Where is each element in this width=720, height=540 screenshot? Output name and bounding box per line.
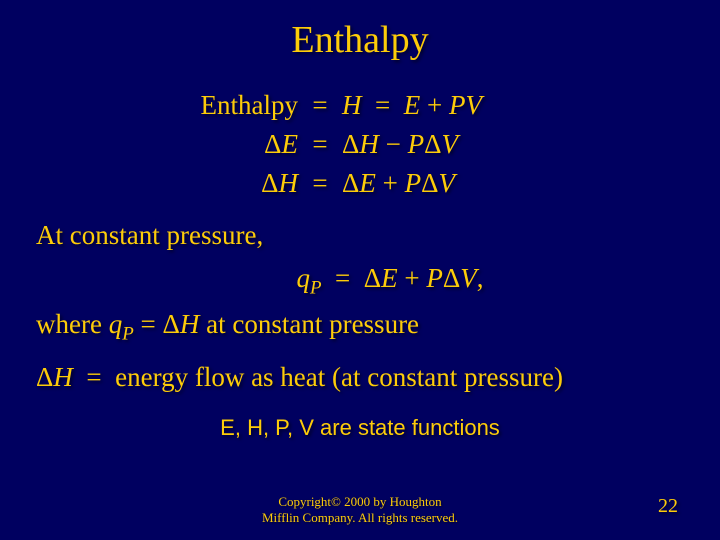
paragraph-delta-h-definition: ΔH = energy flow as heat (at constant pr…	[36, 359, 684, 397]
state-functions-note: E, H, P, V are state functions	[36, 415, 684, 441]
copyright-line-2: Mifflin Company. All rights reserved.	[0, 510, 720, 526]
page-number: 22	[658, 495, 678, 518]
copyright-footer: Copyright© 2000 by Houghton Mifflin Comp…	[0, 494, 720, 527]
slide-title: Enthalpy	[36, 18, 684, 62]
eq2-equals: =	[306, 125, 334, 164]
eq1-right: H = E + PV	[334, 86, 684, 125]
equation-row-2: ΔE = ΔH − PΔV	[156, 125, 684, 164]
eq2-right: ΔH − PΔV	[334, 125, 684, 164]
equation-row-1: Enthalpy = H = E + PV	[156, 86, 684, 125]
slide: Enthalpy Enthalpy = H = E + PV ΔE = ΔH −…	[0, 0, 720, 540]
equation-qp: qP = ΔE + PΔV,	[36, 263, 684, 299]
equation-row-3: ΔH = ΔE + PΔV	[156, 164, 684, 203]
equation-block: Enthalpy = H = E + PV ΔE = ΔH − PΔV ΔH =…	[36, 86, 684, 203]
eq3-equals: =	[306, 164, 334, 203]
copyright-line-1: Copyright© 2000 by Houghton	[0, 494, 720, 510]
eq1-equals: =	[306, 86, 334, 125]
eq2-left: ΔE	[156, 125, 306, 164]
eq1-left: Enthalpy	[156, 86, 306, 125]
eq3-right: ΔE + PΔV	[334, 164, 684, 203]
paragraph-where: where qP = ΔH at constant pressure	[36, 306, 684, 348]
eq3-left: ΔH	[156, 164, 306, 203]
paragraph-constant-pressure: At constant pressure,	[36, 217, 684, 255]
